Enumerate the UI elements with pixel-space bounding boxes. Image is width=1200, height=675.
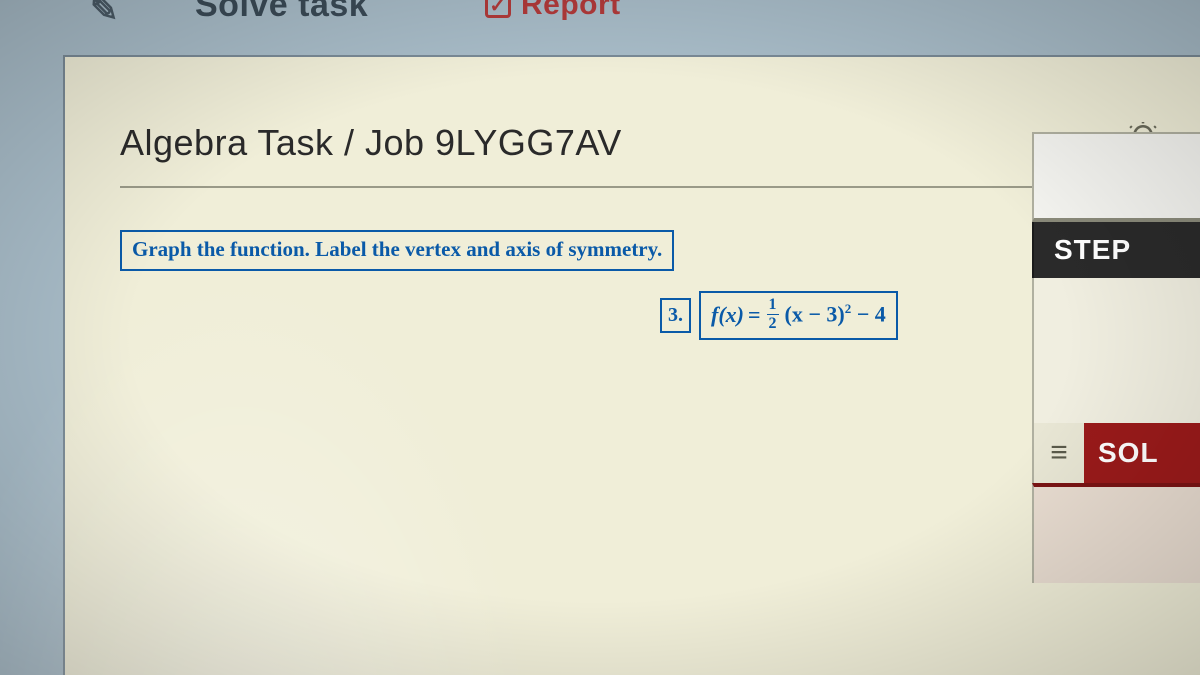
report-group[interactable]: ✓ Report <box>485 0 621 22</box>
sidebar-spacer-mid <box>1032 278 1200 423</box>
top-bar: ✎ Solve task ✓ Report <box>0 0 1200 28</box>
fraction-numerator: 1 <box>767 297 779 315</box>
equals-sign: = <box>748 302 761 328</box>
right-sidebar: STEP ≡ SOL <box>1032 132 1200 583</box>
fx-symbol: f(x) <box>711 302 744 328</box>
report-checkbox-icon[interactable]: ✓ <box>485 0 511 18</box>
page-title: Algebra Task / Job 9LYGG7AV <box>120 122 622 164</box>
problem-equation: f(x) = 1 2 (x − 3)2 − 4 <box>699 291 898 340</box>
solution-row: ≡ SOL <box>1032 423 1200 483</box>
step-button[interactable]: STEP <box>1032 222 1200 278</box>
title-divider <box>120 186 1050 188</box>
edit-icon[interactable]: ✎ <box>90 0 119 28</box>
equation-body: (x − 3)2 − 4 <box>785 301 886 327</box>
sidebar-spacer-top <box>1032 132 1200 222</box>
sidebar-spacer-bottom <box>1032 483 1200 583</box>
solution-button[interactable]: SOL <box>1084 423 1200 483</box>
report-label: Report <box>521 0 621 22</box>
instruction-box: Graph the function. Label the vertex and… <box>120 230 674 271</box>
solve-task-label[interactable]: Solve task <box>195 0 368 25</box>
menu-icon[interactable]: ≡ <box>1032 423 1084 483</box>
fraction: 1 2 <box>767 297 779 332</box>
problem-number: 3. <box>660 298 691 333</box>
fraction-denominator: 2 <box>769 315 777 332</box>
task-page: Algebra Task / Job 9LYGG7AV Graph the fu… <box>63 55 1200 675</box>
